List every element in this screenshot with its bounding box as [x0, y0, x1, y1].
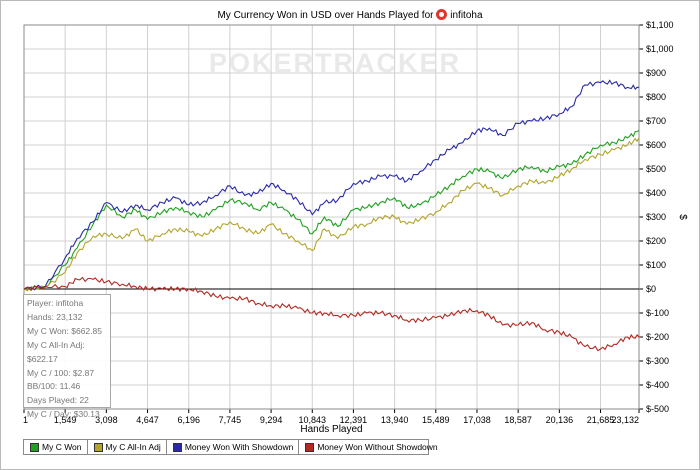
player-name: infitoha [450, 10, 483, 21]
legend-swatch-allin [93, 442, 103, 452]
stat-bb-100: BB/100: 11.46 [27, 381, 81, 392]
x-tick-label: 18,587 [504, 415, 532, 425]
legend: My C Won My C All-In Adj Money Won With … [23, 439, 438, 455]
legend-item-showdown[interactable]: Money Won With Showdown [167, 440, 300, 454]
y-tick-label: $-500 [646, 404, 669, 414]
stat-per-100: My C / 100: $2.87 [27, 367, 95, 378]
chart-title: My Currency Won in USD over Hands Played… [0, 9, 700, 21]
pokertracker-logo-icon [436, 9, 448, 20]
series-line-showdown [23, 79, 640, 291]
legend-item-won[interactable]: My C Won [24, 440, 88, 454]
x-tick-label: 21,685 [587, 415, 615, 425]
x-tick-label: 20,136 [546, 415, 574, 425]
stat-won: My C Won: $662.85 [27, 325, 102, 336]
series-line-won [23, 130, 640, 290]
x-tick-label: 9,294 [260, 415, 283, 425]
stat-hands: Hands: 23,132 [27, 311, 83, 322]
y-tick-label: $400 [646, 188, 666, 198]
legend-label-showdown: Money Won With Showdown [184, 442, 294, 452]
series-line-allin [23, 137, 640, 292]
x-tick-label: 23,132 [611, 415, 639, 425]
stats-box: Player: infitoha Hands: 23,132 My C Won:… [23, 294, 111, 419]
y-tick-label: $900 [646, 68, 666, 78]
plot-area-border [23, 24, 640, 410]
x-tick-label: 1 [23, 415, 28, 425]
stat-player: Player: infitoha [27, 298, 84, 308]
stat-per-day: My C / Day: $30.13 [27, 409, 100, 420]
legend-swatch-won [30, 442, 39, 452]
stat-days-played: Days Played: 22 [27, 395, 89, 406]
x-tick-label: 17,038 [463, 415, 491, 425]
y-tick-label: $500 [646, 164, 666, 174]
x-tick-label: 12,391 [340, 415, 368, 425]
x-tick-label: 10,843 [298, 415, 326, 425]
legend-item-no-showdown[interactable]: Money Won Without Showdown [299, 440, 442, 454]
y-axis-label: $ [677, 214, 688, 220]
legend-label-allin: My C All-In Adj [105, 442, 161, 452]
chart-title-text: My Currency Won in USD over Hands Played… [217, 10, 434, 21]
y-tick-label: $600 [646, 140, 666, 150]
x-tick-label: 7,745 [219, 415, 242, 425]
y-tick-label: $-400 [646, 380, 669, 390]
y-tick-label: $0 [646, 284, 656, 294]
x-axis-label: Hands Played [300, 424, 362, 435]
y-tick-label: $-100 [646, 308, 669, 318]
y-tick-label: $300 [646, 212, 666, 222]
legend-swatch-showdown [172, 442, 182, 452]
y-tick-label: $-200 [646, 332, 669, 342]
y-tick-label: $800 [646, 92, 666, 102]
series-line-no_showdown [23, 276, 640, 352]
x-tick-label: 1,549 [54, 415, 77, 425]
legend-swatch-no-showdown [305, 442, 315, 452]
stat-allin-adj: My C All-In Adj: $622.17 [27, 339, 85, 364]
y-tick-label: $1,100 [646, 20, 674, 30]
y-tick-label: $-300 [646, 356, 669, 366]
x-tick-label: 3,098 [95, 415, 118, 425]
legend-label-no-showdown: Money Won Without Showdown [317, 442, 438, 452]
y-tick-label: $1,000 [646, 44, 674, 54]
x-tick-label: 6,196 [177, 415, 200, 425]
y-tick-label: $700 [646, 116, 666, 126]
legend-label-won: My C Won [42, 442, 82, 452]
x-tick-label: 15,489 [422, 415, 450, 425]
x-tick-label: 4,647 [136, 415, 159, 425]
y-tick-label: $100 [646, 260, 666, 270]
y-tick-label: $200 [646, 236, 666, 246]
legend-item-allin[interactable]: My C All-In Adj [88, 440, 167, 454]
x-tick-label: 13,940 [381, 415, 409, 425]
